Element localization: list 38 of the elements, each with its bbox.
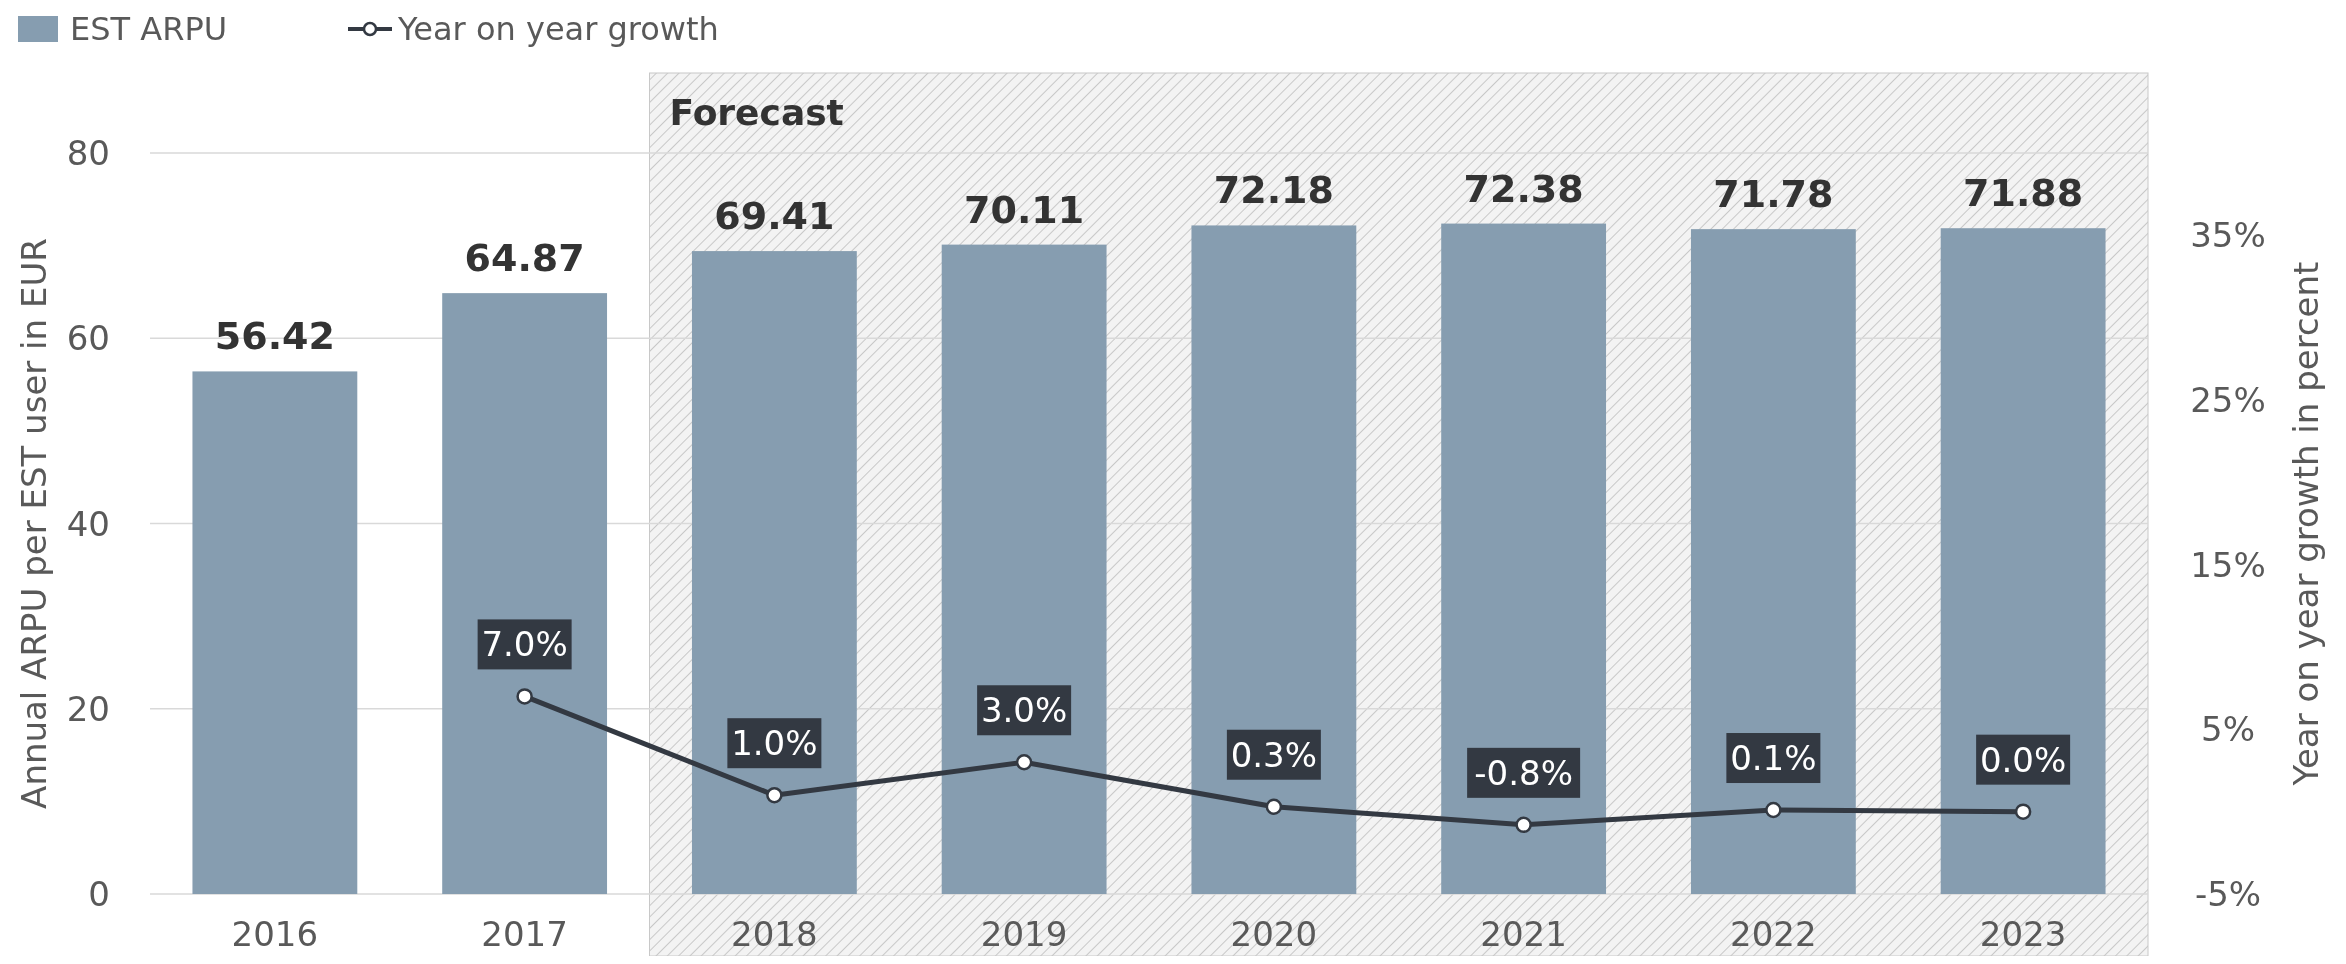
- x-tick-label: 2017: [481, 914, 568, 954]
- data-label: 71.88: [1963, 171, 2084, 216]
- data-label: 0.0%: [1979, 739, 2067, 780]
- y-tick-label: 20: [66, 688, 110, 729]
- x-tick-label: 2018: [731, 914, 818, 954]
- y-tick-label: 60: [66, 318, 110, 359]
- data-label: 70.11: [964, 187, 1085, 232]
- legend-label: Year on year growth: [397, 10, 719, 48]
- y-tick-label: 80: [66, 133, 110, 173]
- x-tick-label: 2020: [1230, 914, 1318, 954]
- data-label: 7.0%: [481, 624, 568, 665]
- data-label: 0.3%: [1230, 734, 1318, 775]
- x-tick-label: 2021: [1480, 914, 1567, 954]
- y-tick-label: 0: [88, 874, 110, 914]
- data-label: 69.41: [714, 194, 835, 239]
- y-tick-label: 40: [66, 503, 110, 544]
- data-label: 72.38: [1463, 166, 1584, 211]
- y2-tick-label: -5%: [2194, 874, 2262, 914]
- data-label: 71.78: [1713, 172, 1834, 217]
- data-label: -0.8%: [1474, 752, 1573, 793]
- data-label: 64.87: [464, 236, 585, 281]
- y2-tick-label: 25%: [2190, 380, 2266, 420]
- data-label: 56.42: [214, 314, 335, 359]
- x-tick-label: 2022: [1730, 914, 1817, 954]
- y2-tick-label: 35%: [2190, 215, 2266, 256]
- data-label: 1.0%: [731, 723, 818, 764]
- data-label: 0.1%: [1730, 738, 1817, 779]
- band-label: Forecast: [669, 92, 844, 133]
- y2-tick-label: 15%: [2190, 544, 2266, 585]
- y2-axis-title: Year on year growth in percent: [2286, 261, 2326, 787]
- x-tick-label: 2016: [231, 914, 319, 954]
- data-label: 3.0%: [980, 690, 1068, 731]
- x-tick-label: 2023: [1979, 914, 2067, 954]
- legend-label: EST ARPU: [70, 10, 228, 48]
- y2-tick-label: 5%: [2201, 709, 2255, 750]
- y-axis-title: Annual ARPU per EST user in EUR: [14, 238, 54, 809]
- data-label: 72.18: [1213, 168, 1334, 213]
- x-tick-label: 2019: [980, 914, 1068, 954]
